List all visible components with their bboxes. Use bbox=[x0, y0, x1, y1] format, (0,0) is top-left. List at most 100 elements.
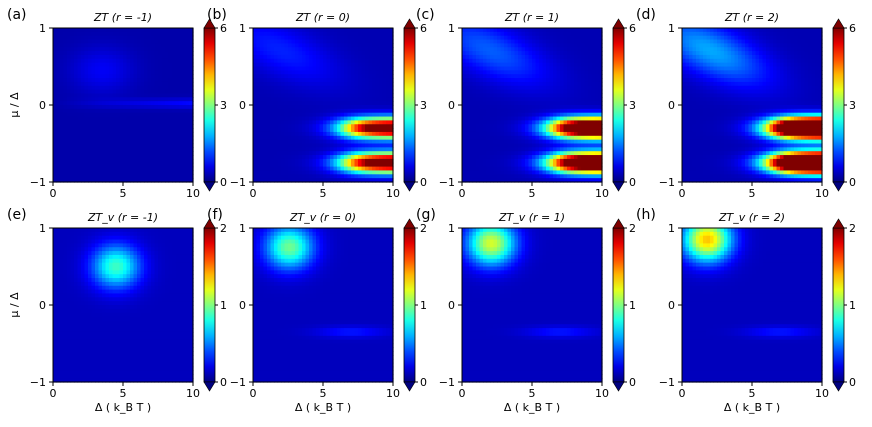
heatmap-cell bbox=[368, 135, 373, 141]
heatmap-cell bbox=[158, 158, 163, 164]
heatmap-cell bbox=[476, 54, 481, 60]
colorbar-extend-min bbox=[403, 181, 416, 192]
heatmap-cell bbox=[158, 78, 163, 83]
heatmap-cell bbox=[560, 101, 565, 106]
heatmap-cell bbox=[133, 70, 138, 75]
heatmap-cell bbox=[119, 58, 124, 64]
heatmap-cell bbox=[542, 128, 547, 133]
heatmap-cell bbox=[186, 85, 191, 91]
heatmap-cell bbox=[560, 155, 565, 160]
heatmap-cell bbox=[382, 28, 387, 33]
heatmap-cell bbox=[179, 70, 184, 75]
heatmap-cell bbox=[56, 89, 61, 95]
heatmap-cell bbox=[382, 105, 387, 110]
heatmap-cell bbox=[147, 116, 152, 121]
heatmap-cell bbox=[465, 62, 470, 68]
heatmap-cell bbox=[256, 101, 261, 106]
heatmap-cell bbox=[591, 39, 596, 44]
heatmap-cell bbox=[542, 47, 547, 52]
heatmap-cell bbox=[340, 39, 345, 44]
heatmap-cell bbox=[116, 178, 121, 183]
heatmap-cell bbox=[77, 78, 82, 83]
heatmap-cell bbox=[267, 97, 272, 102]
heatmap-cell bbox=[518, 151, 523, 156]
y-tick-label: 1 bbox=[448, 22, 455, 35]
heatmap-cell bbox=[326, 58, 331, 64]
x-tick-label: 0 bbox=[50, 187, 57, 200]
heatmap-cell bbox=[165, 143, 170, 148]
heatmap-cell bbox=[375, 178, 380, 183]
heatmap-cell bbox=[70, 147, 75, 152]
heatmap-cell bbox=[137, 74, 142, 79]
heatmap-cell bbox=[500, 166, 505, 172]
heatmap-cell bbox=[102, 128, 107, 133]
heatmap-cell bbox=[105, 89, 110, 95]
heatmap-cell bbox=[88, 66, 93, 71]
heatmap-cell bbox=[309, 120, 314, 125]
heatmap-cell bbox=[179, 151, 184, 156]
heatmap-cell bbox=[546, 170, 551, 175]
heatmap-cell bbox=[389, 124, 394, 129]
heatmap-cell bbox=[182, 31, 187, 37]
heatmap-cell bbox=[151, 70, 156, 75]
heatmap-cell bbox=[84, 112, 89, 118]
heatmap-cell bbox=[147, 170, 152, 175]
heatmap-cell bbox=[256, 51, 261, 56]
heatmap-cell bbox=[347, 120, 352, 125]
heatmap-cell bbox=[333, 158, 338, 164]
heatmap-cell bbox=[298, 158, 303, 164]
heatmap-cell bbox=[109, 74, 114, 79]
heatmap-cell bbox=[514, 74, 519, 79]
heatmap-cell bbox=[168, 108, 173, 114]
heatmap-cell bbox=[521, 101, 526, 106]
heatmap-cell bbox=[91, 28, 96, 33]
heatmap-cell bbox=[560, 47, 565, 52]
heatmap-cell bbox=[298, 101, 303, 106]
heatmap-cell bbox=[365, 135, 370, 141]
heatmap-cell bbox=[60, 28, 65, 33]
heatmap-cell bbox=[511, 151, 516, 156]
heatmap-cell bbox=[546, 108, 551, 114]
heatmap-cell bbox=[291, 51, 296, 56]
heatmap-cell bbox=[270, 162, 275, 168]
heatmap-cell bbox=[88, 155, 93, 160]
heatmap-cell bbox=[316, 178, 321, 183]
heatmap-cell bbox=[525, 28, 530, 33]
heatmap-cell bbox=[574, 97, 579, 102]
heatmap-cell bbox=[98, 74, 103, 79]
heatmap-cell bbox=[88, 108, 93, 114]
heatmap-cell bbox=[479, 62, 484, 68]
heatmap-cell bbox=[368, 31, 373, 37]
heatmap-cell bbox=[584, 147, 589, 152]
heatmap-cell bbox=[319, 158, 324, 164]
heatmap-cell bbox=[253, 124, 258, 129]
heatmap-cell bbox=[186, 78, 191, 83]
heatmap-cell bbox=[63, 147, 68, 152]
heatmap-cell bbox=[574, 131, 579, 137]
heatmap-cell bbox=[549, 31, 554, 37]
heatmap-cell bbox=[465, 139, 470, 145]
heatmap-cell bbox=[507, 39, 512, 44]
heatmap-cell bbox=[133, 116, 138, 121]
heatmap-cell bbox=[109, 135, 114, 141]
heatmap-cell bbox=[154, 116, 159, 121]
heatmap-cell bbox=[493, 93, 498, 98]
heatmap-cell bbox=[584, 112, 589, 118]
heatmap-cell bbox=[137, 43, 142, 48]
heatmap-cell bbox=[326, 135, 331, 141]
heatmap-cell bbox=[116, 158, 121, 164]
heatmap-cell bbox=[309, 101, 314, 106]
heatmap-cell bbox=[291, 166, 296, 172]
heatmap-cell bbox=[567, 124, 572, 129]
heatmap-cell bbox=[77, 116, 82, 121]
heatmap-cell bbox=[116, 112, 121, 118]
heatmap-cell bbox=[88, 101, 93, 106]
heatmap-cell bbox=[511, 143, 516, 148]
heatmap-cell bbox=[351, 147, 356, 152]
heatmap-cell bbox=[151, 135, 156, 141]
heatmap-cell bbox=[326, 47, 331, 52]
heatmap-cell bbox=[553, 128, 558, 133]
heatmap-cell bbox=[382, 35, 387, 41]
heatmap-cell bbox=[333, 120, 338, 125]
heatmap-cell bbox=[518, 85, 523, 91]
